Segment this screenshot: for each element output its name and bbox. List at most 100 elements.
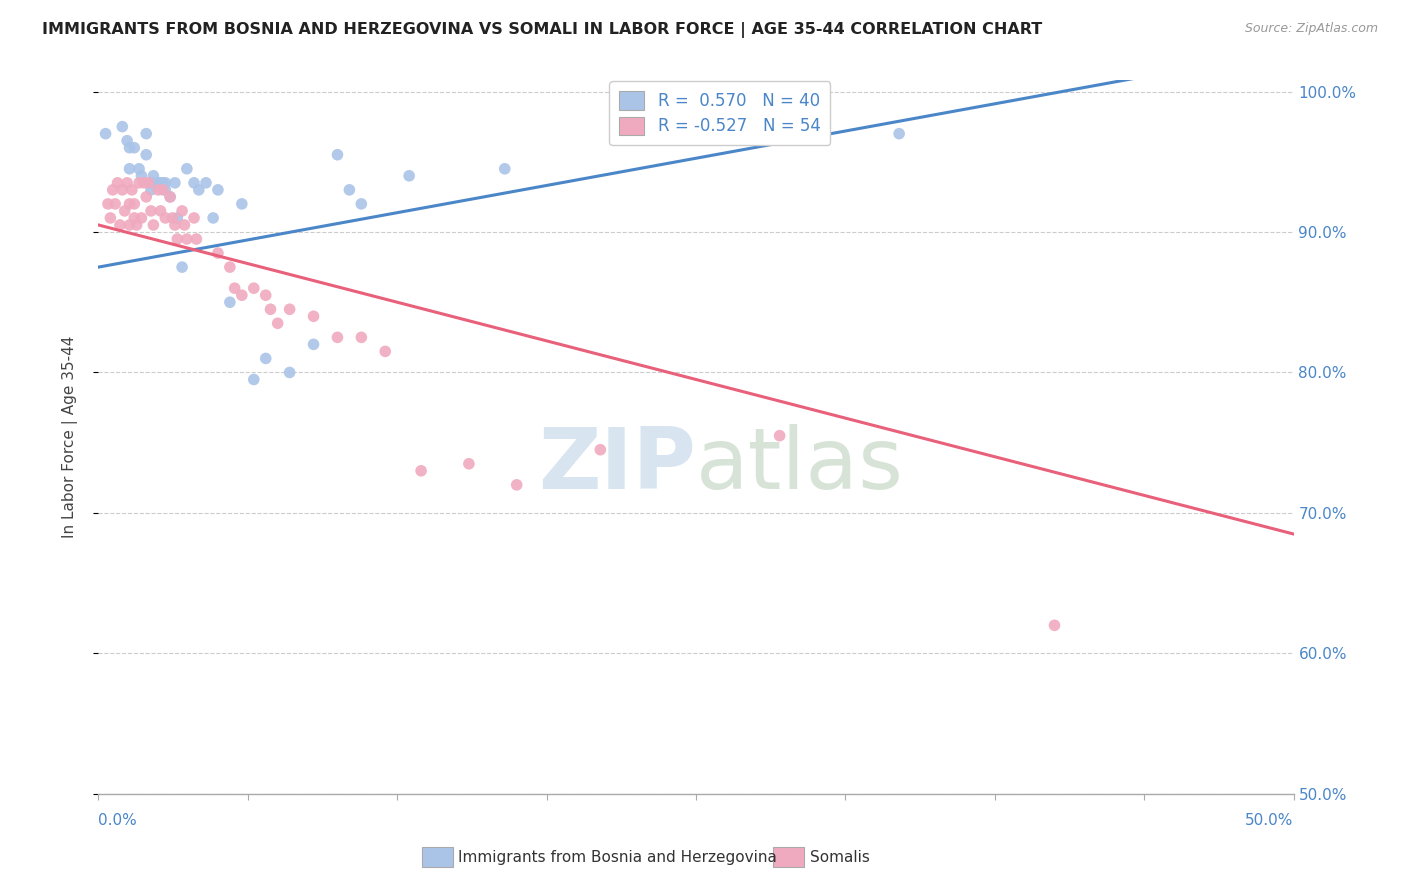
Point [163, 176, 186, 190]
Point [111, 120, 134, 134]
Point [114, 203, 136, 218]
Point [207, 183, 229, 197]
Point [207, 246, 229, 260]
Point [339, 183, 360, 197]
Point [107, 176, 129, 190]
Point [152, 176, 174, 190]
Text: atlas: atlas [696, 424, 904, 508]
Point [302, 337, 325, 351]
Point [128, 176, 150, 190]
Text: Source: ZipAtlas.com: Source: ZipAtlas.com [1244, 22, 1378, 36]
Text: ZIP: ZIP [538, 424, 696, 508]
Point [159, 190, 181, 204]
Point [101, 183, 124, 197]
Point [139, 183, 162, 197]
Point [148, 176, 170, 190]
Point [124, 197, 146, 211]
Point [132, 176, 155, 190]
Point [1043, 618, 1066, 632]
Point [155, 183, 177, 197]
Point [267, 316, 290, 330]
Point [176, 161, 198, 176]
Point [139, 203, 162, 218]
Text: Immigrants from Bosnia and Herzegovina: Immigrants from Bosnia and Herzegovina [458, 850, 778, 864]
Point [243, 281, 266, 295]
Point [142, 169, 165, 183]
Point [104, 197, 127, 211]
Point [138, 176, 160, 190]
Point [155, 176, 177, 190]
Point [148, 183, 170, 197]
Point [278, 366, 301, 380]
Point [254, 351, 277, 366]
Point [118, 197, 141, 211]
Point [183, 211, 205, 225]
Point [243, 372, 266, 386]
Point [172, 203, 194, 218]
Point [162, 211, 184, 225]
Point [202, 211, 225, 225]
Point [115, 176, 138, 190]
Point [124, 211, 146, 225]
Point [350, 330, 373, 344]
Point [135, 147, 157, 161]
Point [118, 161, 141, 176]
Point [186, 232, 208, 246]
Point [128, 161, 150, 176]
Text: 50.0%: 50.0% [1246, 814, 1294, 828]
Point [411, 464, 433, 478]
Y-axis label: In Labor Force | Age 35-44: In Labor Force | Age 35-44 [62, 336, 77, 538]
Legend: R =  0.570   N = 40, R = -0.527   N = 54: R = 0.570 N = 40, R = -0.527 N = 54 [609, 81, 831, 145]
Point [589, 442, 612, 457]
Point [768, 428, 790, 442]
Point [172, 260, 194, 274]
Point [166, 232, 188, 246]
Point [259, 302, 281, 317]
Point [231, 288, 253, 302]
Point [326, 147, 349, 161]
Point [121, 183, 143, 197]
Point [131, 211, 153, 225]
Point [115, 134, 138, 148]
Point [173, 218, 195, 232]
Point [139, 176, 162, 190]
Point [458, 457, 481, 471]
Text: IMMIGRANTS FROM BOSNIA AND HERZEGOVINA VS SOMALI IN LABOR FORCE | AGE 35-44 CORR: IMMIGRANTS FROM BOSNIA AND HERZEGOVINA V… [42, 22, 1042, 38]
Point [302, 310, 325, 324]
Point [219, 260, 242, 274]
Text: 0.0%: 0.0% [98, 814, 138, 828]
Point [98, 211, 122, 225]
Point [108, 218, 131, 232]
Point [118, 218, 141, 232]
Point [124, 141, 146, 155]
Point [183, 176, 205, 190]
Point [135, 190, 157, 204]
Point [142, 218, 165, 232]
Point [494, 161, 516, 176]
Point [163, 218, 186, 232]
Point [159, 190, 181, 204]
Point [152, 183, 174, 197]
Point [350, 197, 373, 211]
Point [374, 344, 396, 359]
Point [94, 127, 117, 141]
Point [254, 288, 277, 302]
Point [97, 197, 120, 211]
Point [155, 211, 177, 225]
Point [187, 183, 209, 197]
Point [398, 169, 420, 183]
Point [149, 203, 172, 218]
Point [166, 211, 188, 225]
Point [889, 127, 911, 141]
Point [149, 176, 172, 190]
Point [125, 218, 148, 232]
Point [506, 478, 529, 492]
Point [231, 197, 253, 211]
Point [278, 302, 301, 317]
Point [194, 176, 218, 190]
Point [131, 169, 153, 183]
Point [326, 330, 349, 344]
Point [219, 295, 242, 310]
Point [224, 281, 246, 295]
Point [176, 232, 198, 246]
